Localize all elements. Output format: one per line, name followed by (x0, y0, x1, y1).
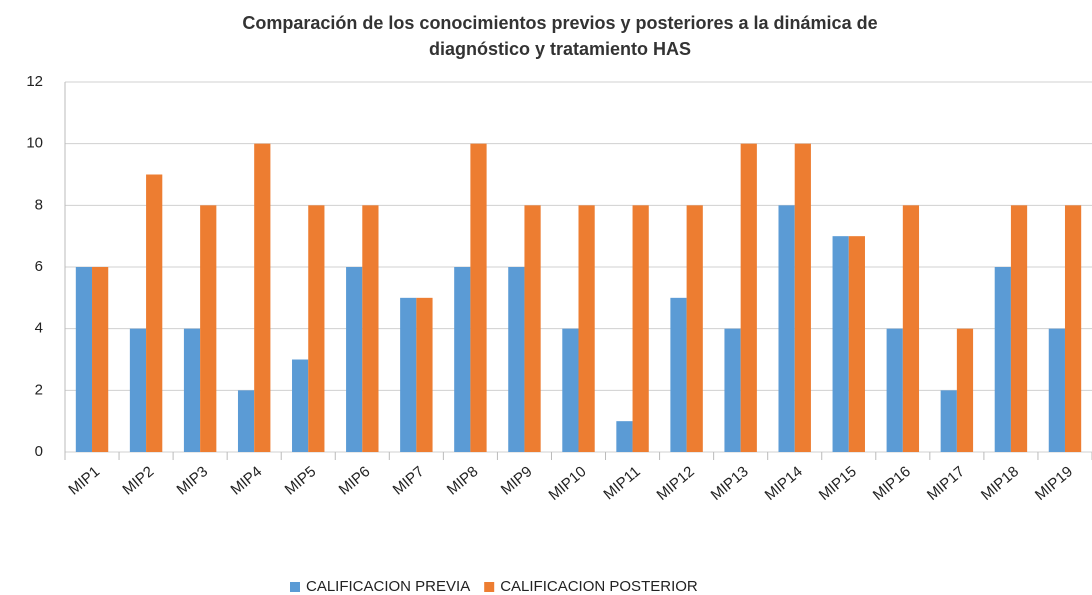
y-tick-label: 10 (26, 135, 43, 152)
x-tick-label: MIP17 (924, 463, 968, 504)
chart-title: Comparación de los conocimientos previos… (242, 13, 877, 33)
x-tick-label: MIP14 (762, 463, 806, 504)
bar (254, 143, 271, 452)
bar (200, 205, 217, 452)
bar (92, 267, 109, 452)
bar (1064, 205, 1082, 452)
x-tick-label: MIP10 (545, 463, 589, 504)
chart-title: diagnóstico y tratamiento HAS (429, 39, 691, 59)
bar (508, 267, 525, 452)
bar (524, 205, 541, 452)
bar (994, 267, 1011, 452)
x-tick-label: MIP11 (600, 463, 643, 503)
bar (670, 297, 687, 452)
bar (724, 328, 741, 452)
bar (75, 267, 93, 452)
bar (1048, 328, 1065, 452)
x-tick-label: MIP4 (228, 463, 266, 499)
bar (346, 267, 363, 452)
bar (470, 143, 487, 452)
bar (183, 328, 201, 452)
bar (778, 205, 795, 452)
x-tick-label: MIP2 (119, 463, 157, 499)
bar (956, 328, 974, 452)
x-tick-label: MIP18 (978, 463, 1022, 504)
bar (292, 359, 309, 452)
y-tick-label: 4 (35, 320, 43, 337)
bar (686, 205, 703, 452)
bar (562, 328, 579, 452)
legend-label: CALIFICACION PREVIA (306, 578, 470, 595)
bar (146, 174, 163, 452)
y-tick-label: 12 (26, 73, 43, 90)
x-tick-label: MIP6 (336, 463, 374, 499)
bar (454, 267, 471, 452)
x-tick-label: MIP1 (65, 463, 103, 499)
bar (848, 236, 865, 452)
x-tick-label: MIP12 (654, 463, 698, 504)
x-tick-label: MIP7 (390, 463, 428, 499)
legend-swatch (290, 582, 300, 592)
y-tick-label: 2 (35, 381, 43, 398)
x-tick-label: MIP8 (444, 463, 482, 499)
legend-swatch (484, 582, 495, 592)
y-tick-label: 0 (35, 443, 43, 460)
x-tick-label: MIP9 (498, 463, 536, 499)
bar (362, 205, 379, 452)
x-tick-label: MIP3 (174, 463, 212, 499)
x-tick-label: MIP13 (708, 463, 752, 504)
bar (400, 297, 417, 452)
bar (416, 297, 433, 452)
x-tick-label: MIP19 (1032, 463, 1076, 504)
bar (940, 390, 957, 452)
legend-label: CALIFICACION POSTERIOR (500, 578, 698, 595)
x-tick-label: MIP16 (870, 463, 914, 504)
bar (129, 328, 147, 452)
bar (237, 390, 255, 452)
bar (740, 143, 757, 452)
x-tick-label: MIP15 (816, 463, 860, 504)
y-tick-label: 8 (35, 196, 43, 213)
bar (632, 205, 649, 452)
bar (616, 421, 633, 452)
bar (578, 205, 595, 452)
bar (832, 236, 849, 452)
y-tick-label: 6 (35, 258, 43, 275)
bar (794, 143, 811, 452)
bar (1010, 205, 1028, 452)
bar (886, 328, 903, 452)
x-tick-label: MIP5 (282, 463, 320, 499)
bar (308, 205, 325, 452)
bar (902, 205, 920, 452)
